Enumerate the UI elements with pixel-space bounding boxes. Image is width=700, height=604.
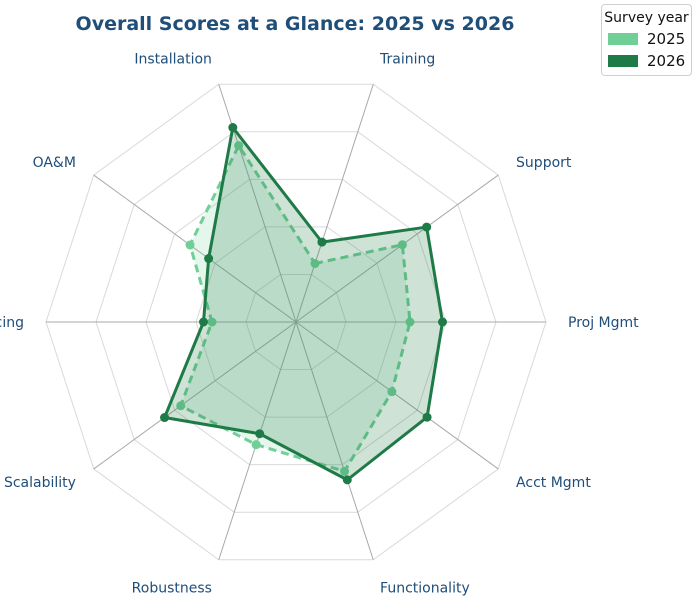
radar-series: [160, 123, 447, 485]
axis-label: Proj Mgmt: [568, 315, 639, 331]
legend-label-2026: 2026: [647, 52, 686, 70]
axis-label: Functionality: [380, 581, 470, 597]
point-2026-Installation: [228, 123, 238, 133]
legend-title: Survey year: [604, 10, 689, 26]
point-2025-Proj Mgmt: [405, 317, 415, 327]
axis-label: OA&M: [33, 155, 76, 171]
axis-label: Robustness: [132, 581, 212, 597]
legend-label-2025: 2025: [647, 30, 686, 48]
point-2025-Installation: [234, 141, 244, 151]
axis-labels: Training Support Proj Mgmt Acct Mgmt Functio…: [0, 51, 639, 596]
legend-swatch-2025: [608, 33, 638, 45]
legend-item-2026: 2026: [608, 52, 691, 70]
spoke: [93, 321, 297, 470]
point-2025-Scalability: [176, 401, 186, 411]
series-line-2025: [179, 144, 412, 473]
spoke: [93, 174, 297, 323]
spoke: [295, 321, 374, 560]
legend-swatch-2026: [608, 55, 638, 67]
point-2025-Robustness: [251, 440, 261, 450]
spoke: [295, 84, 374, 323]
point-2026-Training: [317, 237, 327, 247]
legend-item-2025: 2025: [608, 30, 691, 48]
spoke: [295, 174, 499, 323]
point-2025-Functionality: [340, 466, 350, 476]
point-2026-Acct Mgmt: [422, 412, 432, 422]
series-area-2025: [180, 145, 410, 472]
point-2025-Training: [310, 259, 320, 269]
point-2026-Pricing: [199, 317, 208, 327]
axis-label: Acct Mgmt: [516, 475, 591, 491]
point-2026-Robustness: [255, 429, 265, 439]
axis-label: Support: [516, 155, 572, 171]
radar-spokes: [46, 84, 546, 560]
axis-label: Scalability: [4, 475, 76, 491]
point-2026-Functionality: [342, 475, 352, 485]
point-2025-Support: [397, 240, 407, 250]
point-2025-Acct Mgmt: [387, 387, 397, 397]
spoke: [295, 321, 499, 470]
legend: Survey year 2025 2026: [601, 4, 692, 76]
axis-label: Pricing: [0, 315, 24, 331]
series-2025: [176, 141, 415, 476]
series-2026: [160, 123, 447, 485]
point-2025-OA&M: [185, 240, 195, 250]
axis-label: Training: [379, 51, 435, 67]
point-2026-Proj Mgmt: [438, 317, 447, 327]
point-2026-Support: [422, 222, 432, 232]
point-2026-OA&M: [204, 254, 214, 264]
series-area-2026: [164, 127, 443, 480]
chart-title: Overall Scores at a Glance: 2025 vs 2026: [76, 13, 515, 35]
point-2026-Scalability: [160, 413, 170, 423]
point-2025-Pricing: [207, 317, 217, 327]
axis-label: Installation: [134, 51, 212, 67]
